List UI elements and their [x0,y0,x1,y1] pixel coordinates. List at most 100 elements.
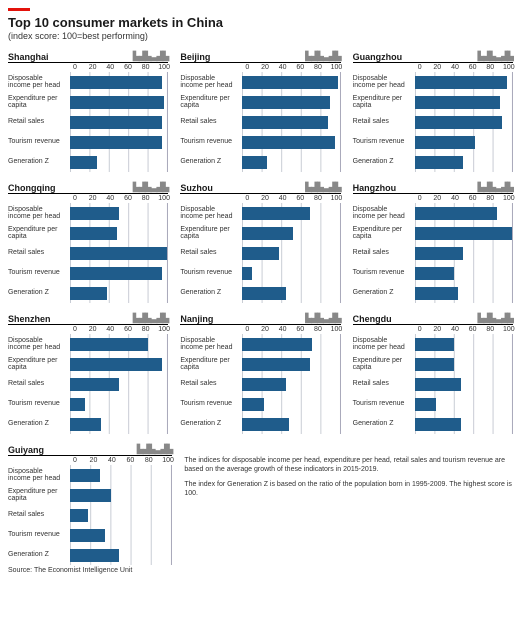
panel-header: Guiyang▙▟▙▃▟▙ [8,440,172,456]
bar-row: Expenditure per capita [8,223,168,243]
city-name: Chongqing [8,183,55,193]
axis-tick: 80 [485,64,495,71]
metric-label: Generation Z [180,289,242,296]
axis-tick: 20 [432,195,442,202]
axis-tick: 60 [468,64,478,71]
panel-header: Nanjing▙▟▙▃▟▙ [180,309,340,325]
bar [415,227,512,240]
bar [70,418,101,431]
axis-tick: 40 [278,64,288,71]
city-name: Shanghai [8,52,49,62]
bar-track [415,203,513,223]
bar [415,207,498,220]
axis-tick: 60 [295,64,305,71]
bar-row: Expenditure per capita [353,92,513,112]
metric-label: Disposable income per head [353,75,415,90]
bar-row: Retail sales [8,374,168,394]
bar-track [70,92,168,112]
bar [70,338,148,351]
bar-track [242,414,340,434]
bar [242,338,312,351]
bar-row: Disposable income per head [8,465,172,485]
bar-row: Tourism revenue [8,394,168,414]
bar [415,136,475,149]
city-panel: Beijing▙▟▙▃▟▙020406080100Disposable inco… [180,47,340,172]
bar-row: Generation Z [180,152,340,172]
metric-label: Tourism revenue [180,138,242,145]
bar-row: Generation Z [8,545,172,565]
bar-row: Tourism revenue [8,263,168,283]
axis-tick: 80 [141,195,151,202]
page: Top 10 consumer markets in China (index … [0,0,521,578]
bar-row: Retail sales [8,243,168,263]
axis-tick: 0 [415,195,425,202]
city-panel: Hangzhou▙▟▙▃▟▙020406080100Disposable inc… [353,178,513,303]
metric-label: Tourism revenue [353,269,415,276]
skyline-icon: ▙▟▙▃▟▙ [305,51,341,62]
bar-row: Expenditure per capita [180,92,340,112]
axis-tick: 100 [331,195,341,202]
metric-label: Generation Z [8,551,70,558]
bar [415,418,462,431]
accent-bar [8,8,30,11]
bar-row: Generation Z [8,152,168,172]
axis-tick: 0 [70,64,80,71]
bar-row: Tourism revenue [180,263,340,283]
axis-tick: 60 [468,326,478,333]
bar [70,247,167,260]
bar-track [415,334,513,354]
bar-row: Generation Z [353,283,513,303]
bar-track [415,132,513,152]
bar-track [70,152,168,172]
panel-header: Shanghai▙▟▙▃▟▙ [8,47,168,63]
bar-row: Tourism revenue [353,263,513,283]
metric-label: Retail sales [180,380,242,387]
axis-tick: 20 [432,326,442,333]
bottom-panel-slot: Guiyang▙▟▙▃▟▙020406080100Disposable inco… [8,440,172,565]
chart-grid: Shanghai▙▟▙▃▟▙020406080100Disposable inc… [8,47,513,434]
bar [70,358,162,371]
panel-header: Chengdu▙▟▙▃▟▙ [353,309,513,325]
skyline-icon: ▙▟▙▃▟▙ [133,313,169,324]
city-panel: Chengdu▙▟▙▃▟▙020406080100Disposable inco… [353,309,513,434]
axis-tick: 20 [432,64,442,71]
axis-tick: 0 [415,64,425,71]
metric-label: Retail sales [8,118,70,125]
metric-label: Disposable income per head [8,337,70,352]
bar-track [242,72,340,92]
metric-label: Expenditure per capita [180,357,242,372]
bar-track [415,243,513,263]
metric-label: Retail sales [8,380,70,387]
bar [415,358,454,371]
bar-track [242,334,340,354]
bar-track [415,92,513,112]
bar [242,96,330,109]
bar-rows: Disposable income per headExpenditure pe… [180,334,340,434]
city-panel: Chongqing▙▟▙▃▟▙020406080100Disposable in… [8,178,168,303]
bar-track [70,505,172,525]
panel-header: Suzhou▙▟▙▃▟▙ [180,178,340,194]
bar-track [70,465,172,485]
bar-row: Tourism revenue [353,132,513,152]
bar [70,227,117,240]
x-axis: 020406080100 [180,64,340,71]
axis-tick: 80 [144,457,154,464]
bar-rows: Disposable income per headExpenditure pe… [8,334,168,434]
bar [70,76,162,89]
axis-tick: 100 [331,326,341,333]
metric-label: Tourism revenue [8,531,70,538]
skyline-icon: ▙▟▙▃▟▙ [477,182,513,193]
bar [70,489,111,502]
panel-header: Guangzhou▙▟▙▃▟▙ [353,47,513,63]
bar-row: Generation Z [8,283,168,303]
skyline-icon: ▙▟▙▃▟▙ [305,182,341,193]
metric-label: Generation Z [180,158,242,165]
bar-track [242,152,340,172]
axis-tick: 60 [468,195,478,202]
bar [70,509,88,522]
bar-rows: Disposable income per headExpenditure pe… [8,72,168,172]
bar [242,267,252,280]
bar-track [70,132,168,152]
bar [415,338,454,351]
axis-tick: 0 [242,195,252,202]
